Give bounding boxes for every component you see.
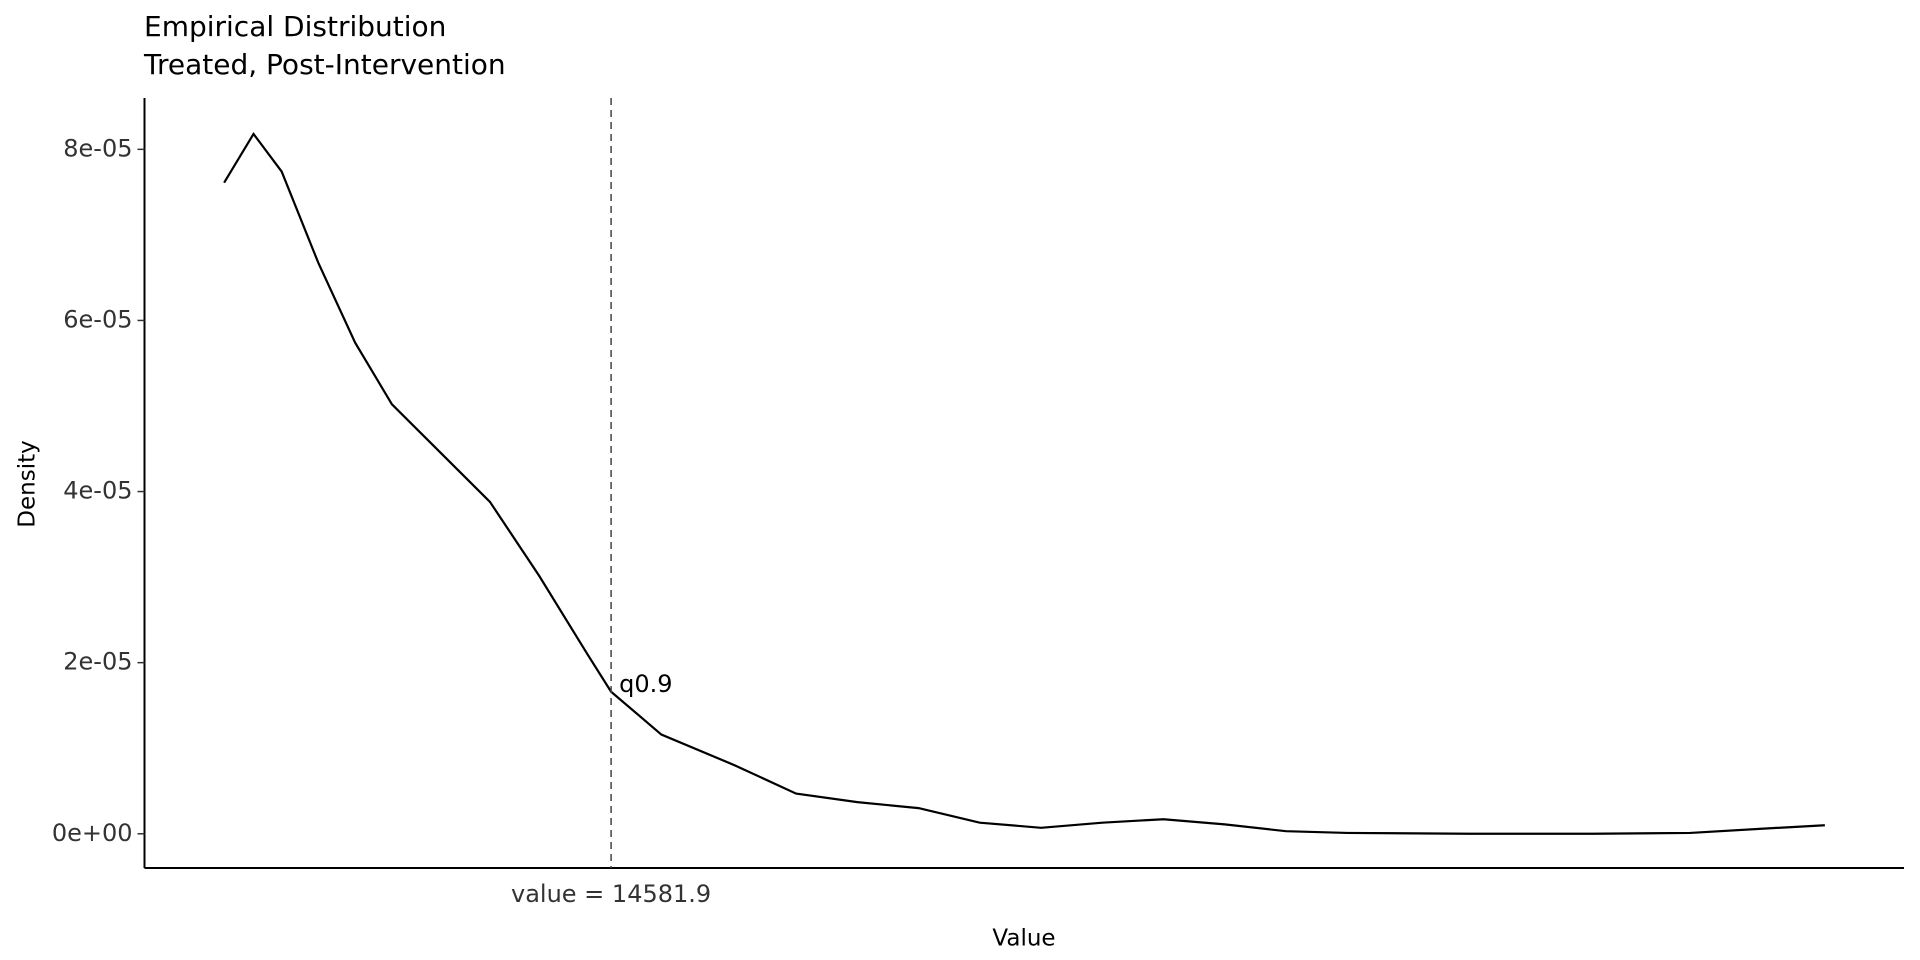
quantile-annotation: q0.9 — [619, 670, 672, 698]
x-axis-title: Value — [992, 926, 1055, 952]
y-tick-label: 4e-05 — [63, 477, 132, 505]
density-line — [223, 131, 1825, 835]
quantile-value-label: value = 14581.9 — [511, 880, 711, 908]
y-tick-label: 2e-05 — [63, 648, 132, 676]
y-tick-label: 8e-05 — [63, 134, 132, 162]
y-tick-label: 6e-05 — [63, 305, 132, 333]
chart-title: Empirical Distribution — [144, 10, 446, 43]
y-axis-title: Density — [15, 440, 41, 527]
y-tick-label: 0e+00 — [52, 819, 133, 847]
chart-subtitle: Treated, Post-Intervention — [143, 48, 506, 81]
